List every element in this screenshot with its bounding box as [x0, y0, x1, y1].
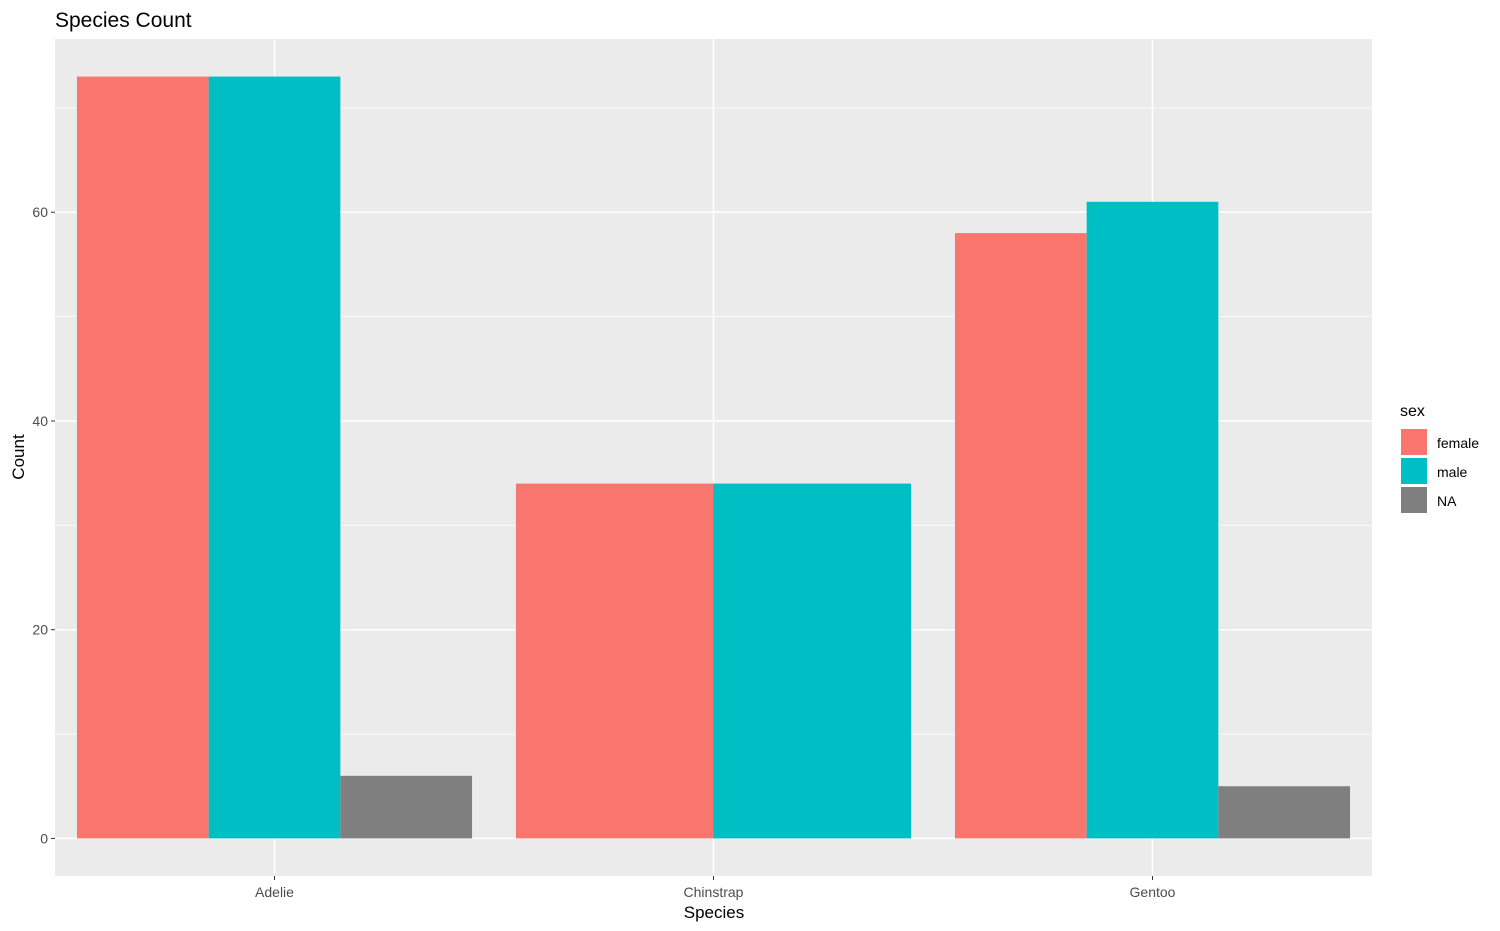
legend-title: sex — [1400, 403, 1425, 420]
x-tick-label: Chinstrap — [684, 884, 744, 900]
legend: sex female male NA — [1400, 403, 1479, 513]
x-axis-title: Species — [684, 903, 744, 922]
x-axis: Adelie Chinstrap Gentoo — [255, 876, 1176, 900]
y-axis: 0 20 40 60 — [32, 204, 55, 846]
x-tick-label: Adelie — [255, 884, 294, 900]
bar-chinstrap-male — [713, 483, 912, 839]
bars-group — [76, 76, 1351, 839]
legend-key-female — [1401, 429, 1427, 455]
legend-label-female: female — [1437, 435, 1479, 451]
y-tick-label: 60 — [32, 204, 48, 220]
bar-gentoo-male — [1086, 201, 1219, 839]
bar-adelie-male — [208, 76, 341, 839]
bar-gentoo-female — [954, 233, 1087, 839]
x-tick-label: Gentoo — [1130, 884, 1176, 900]
y-tick-label: 0 — [40, 830, 48, 846]
y-tick-label: 20 — [32, 622, 48, 638]
bar-chinstrap-female — [515, 483, 714, 839]
bar-gentoo-na — [1218, 786, 1351, 839]
legend-key-na — [1401, 487, 1427, 513]
legend-label-male: male — [1437, 464, 1468, 480]
chart-title: Species Count — [55, 9, 192, 32]
y-tick-label: 40 — [32, 413, 48, 429]
legend-label-na: NA — [1437, 493, 1457, 509]
y-axis-title: Count — [9, 434, 28, 480]
bar-adelie-na — [340, 775, 473, 839]
bar-adelie-female — [76, 76, 209, 839]
legend-key-male — [1401, 458, 1427, 484]
